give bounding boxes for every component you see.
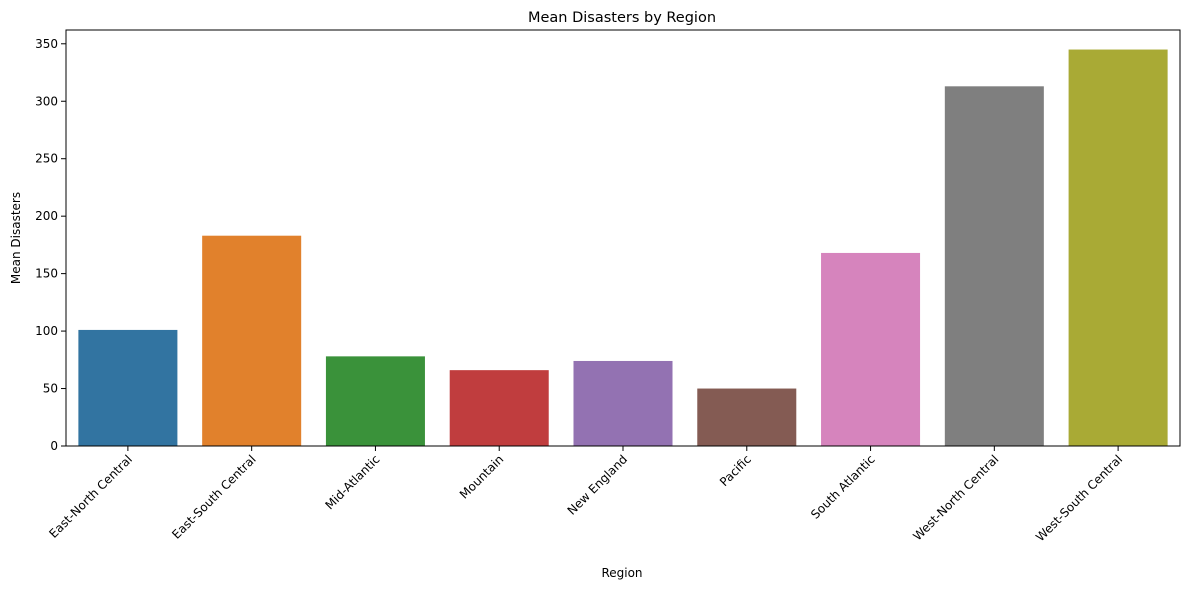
bar-new-england <box>573 360 673 446</box>
y-tick-label: 150 <box>35 267 58 281</box>
y-tick-label: 0 <box>50 439 58 453</box>
bar-south-atlantic <box>821 252 921 446</box>
y-axis-ticks: 0 50 100 150 200 250 300 350 <box>35 37 66 453</box>
chart-title: Mean Disasters by Region <box>528 10 716 26</box>
bar-east-north-central <box>78 329 178 446</box>
plot-frame <box>65 29 1181 447</box>
y-tick-label: 200 <box>35 209 58 223</box>
bar-mid-atlantic <box>325 356 425 446</box>
bar-west-north-central <box>944 86 1044 446</box>
y-tick-label: 300 <box>35 94 58 108</box>
bar-pacific <box>697 388 797 446</box>
y-axis-label: Mean Disasters <box>9 192 23 284</box>
bars-group <box>78 49 1168 446</box>
bar-east-south-central <box>202 235 302 446</box>
bar-mountain <box>449 370 549 446</box>
y-tick-label: 50 <box>43 382 58 396</box>
y-tick-label: 100 <box>35 324 58 338</box>
y-tick-label: 250 <box>35 152 58 166</box>
y-tick-label: 350 <box>35 37 58 51</box>
x-axis-label: Region <box>601 566 642 580</box>
bar-west-south-central <box>1068 49 1168 446</box>
